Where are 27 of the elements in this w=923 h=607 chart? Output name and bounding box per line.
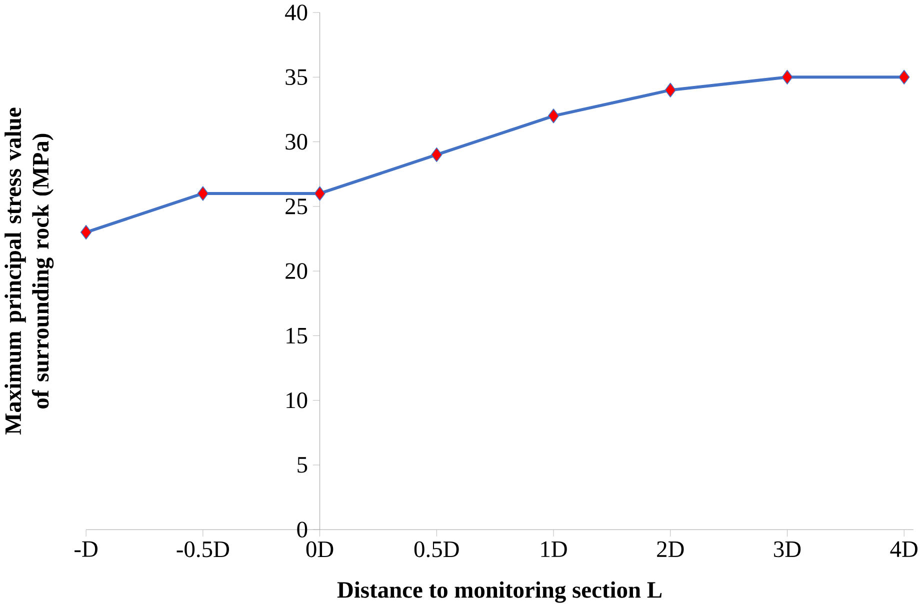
point (664, 82, 676, 98)
y-tick-label: 0 (297, 522, 308, 538)
point (782, 70, 793, 84)
point (548, 108, 560, 124)
x-tick-label: 0.5D (414, 541, 459, 558)
y-tick-label: 10 (286, 392, 308, 408)
x-tick-label: -D (74, 541, 98, 557)
y-tick-label: 40 (285, 4, 308, 20)
x-tick-label: 0D (306, 541, 334, 558)
point (431, 147, 442, 162)
x-tick-label: -0.5D (176, 541, 229, 558)
y-tick-label: 30 (286, 134, 308, 150)
x-tick-label: 4D (890, 541, 918, 557)
y-tick-label: 35 (286, 69, 308, 85)
point (80, 224, 92, 240)
y-axis-title: Maximum principal stress value of surrounding rock (MPa) (4, 108, 54, 434)
y-tick-label: 15 (286, 328, 308, 344)
point (197, 186, 209, 201)
y-tick-label: 20 (286, 262, 308, 279)
point (898, 70, 910, 84)
y-tick-label: 5 (298, 456, 308, 473)
x-tick-label: 1D (541, 541, 567, 557)
x-tick-label: 3D (774, 541, 801, 557)
x-tick-label: 2D (657, 541, 684, 557)
x-axis-title: Distance to monitoring section L (337, 581, 662, 603)
y-tick-label: 25 (286, 198, 308, 214)
point (314, 186, 326, 201)
